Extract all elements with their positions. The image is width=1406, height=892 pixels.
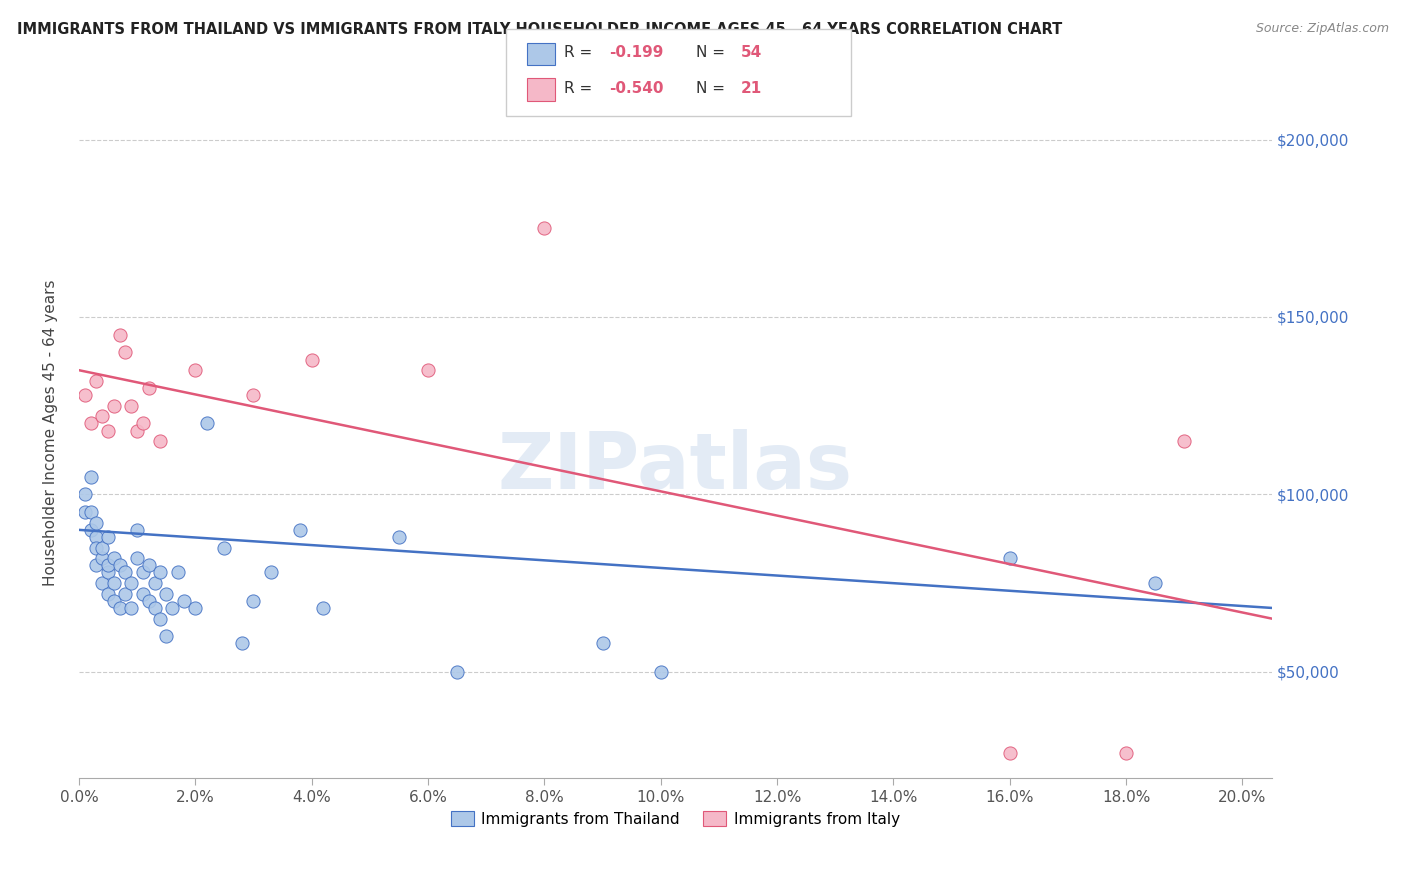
- Text: ZIPatlas: ZIPatlas: [498, 429, 853, 505]
- Text: N =: N =: [696, 45, 730, 60]
- Point: [108, 601, 131, 615]
- Point: [97, 424, 120, 438]
- Point: [301, 352, 323, 367]
- Point: [114, 345, 136, 359]
- Point: [173, 594, 195, 608]
- Point: [998, 747, 1021, 761]
- Text: R =: R =: [564, 81, 598, 95]
- Point: [120, 576, 142, 591]
- Point: [86, 530, 108, 544]
- Point: [1144, 576, 1167, 591]
- Point: [103, 551, 125, 566]
- Point: [446, 665, 468, 679]
- Y-axis label: Householder Income Ages 45 - 64 years: Householder Income Ages 45 - 64 years: [44, 279, 58, 585]
- Point: [73, 388, 96, 402]
- Point: [120, 601, 142, 615]
- Text: IMMIGRANTS FROM THAILAND VS IMMIGRANTS FROM ITALY HOUSEHOLDER INCOME AGES 45 - 6: IMMIGRANTS FROM THAILAND VS IMMIGRANTS F…: [17, 22, 1062, 37]
- Point: [132, 417, 155, 431]
- Point: [143, 576, 166, 591]
- Point: [195, 417, 218, 431]
- Point: [127, 523, 149, 537]
- Text: -0.540: -0.540: [609, 81, 664, 95]
- Point: [242, 388, 264, 402]
- Point: [149, 611, 172, 625]
- Point: [114, 566, 136, 580]
- Point: [155, 587, 177, 601]
- Point: [97, 587, 120, 601]
- Point: [149, 566, 172, 580]
- Point: [184, 363, 207, 377]
- Point: [86, 541, 108, 555]
- Point: [91, 576, 114, 591]
- Point: [166, 566, 188, 580]
- Point: [103, 594, 125, 608]
- Point: [533, 221, 555, 235]
- Point: [231, 636, 253, 650]
- Text: 54: 54: [741, 45, 762, 60]
- Point: [86, 558, 108, 573]
- Text: R =: R =: [564, 45, 598, 60]
- Point: [127, 424, 149, 438]
- Point: [79, 469, 101, 483]
- Text: 21: 21: [741, 81, 762, 95]
- Point: [388, 530, 411, 544]
- Point: [143, 601, 166, 615]
- Point: [592, 636, 614, 650]
- Point: [288, 523, 311, 537]
- Point: [650, 665, 672, 679]
- Point: [160, 601, 183, 615]
- Point: [138, 558, 160, 573]
- Point: [1173, 434, 1195, 449]
- Point: [103, 399, 125, 413]
- Point: [108, 558, 131, 573]
- Point: [91, 541, 114, 555]
- Point: [120, 399, 142, 413]
- Point: [79, 523, 101, 537]
- Point: [1115, 747, 1137, 761]
- Text: -0.199: -0.199: [609, 45, 664, 60]
- Point: [103, 576, 125, 591]
- Point: [91, 409, 114, 424]
- Legend: Immigrants from Thailand, Immigrants from Italy: Immigrants from Thailand, Immigrants fro…: [444, 805, 905, 833]
- Point: [79, 417, 101, 431]
- Point: [86, 374, 108, 388]
- Point: [138, 381, 160, 395]
- Point: [97, 566, 120, 580]
- Point: [416, 363, 439, 377]
- Point: [114, 587, 136, 601]
- Point: [108, 327, 131, 342]
- Point: [73, 505, 96, 519]
- Point: [91, 551, 114, 566]
- Point: [138, 594, 160, 608]
- Text: Source: ZipAtlas.com: Source: ZipAtlas.com: [1256, 22, 1389, 36]
- Point: [79, 505, 101, 519]
- Point: [260, 566, 283, 580]
- Point: [97, 530, 120, 544]
- Point: [127, 551, 149, 566]
- Point: [214, 541, 236, 555]
- Point: [132, 566, 155, 580]
- Point: [242, 594, 264, 608]
- Point: [312, 601, 335, 615]
- Point: [132, 587, 155, 601]
- Point: [184, 601, 207, 615]
- Point: [998, 551, 1021, 566]
- Point: [73, 487, 96, 501]
- Point: [97, 558, 120, 573]
- Point: [155, 629, 177, 643]
- Point: [86, 516, 108, 530]
- Point: [149, 434, 172, 449]
- Text: N =: N =: [696, 81, 730, 95]
